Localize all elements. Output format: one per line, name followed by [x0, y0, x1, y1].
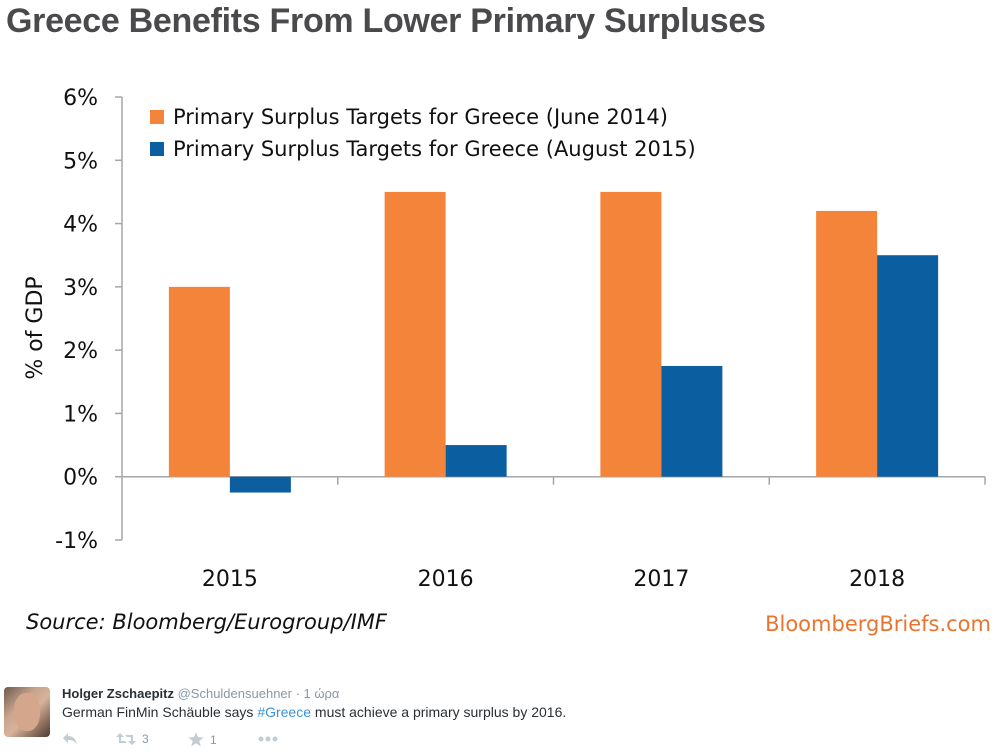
bar-august-2015-2017[interactable]	[661, 365, 723, 477]
category-labels: 2015 2016 2017 2018	[202, 567, 905, 592]
reply-icon	[63, 733, 77, 745]
reply-button[interactable]	[62, 732, 78, 746]
x-tick-label: 2015	[202, 567, 258, 592]
y-tick-label: -1%	[55, 529, 98, 554]
bar-june-2014-2015[interactable]	[168, 286, 230, 477]
author-name[interactable]: Holger Zschaepitz	[62, 686, 174, 701]
y-tick-label: 0%	[63, 466, 98, 491]
y-tick-label: 2%	[63, 339, 98, 364]
bar-august-2015-2016[interactable]	[445, 445, 507, 477]
x-tick-label: 2017	[633, 567, 689, 592]
y-axis-label: % of GDP	[23, 276, 48, 379]
y-tick-label: 6%	[63, 86, 98, 111]
chart-title: Greece Benefits From Lower Primary Surpl…	[6, 2, 766, 40]
retweet-button[interactable]: 3	[116, 732, 149, 746]
bar-chart: -1% 0% 1% 2% 3% 4% 5% 6% 2015 2016 2017 2018 % of …	[23, 86, 986, 592]
legend-label[interactable]: Primary Surplus Targets for Greece (Augu…	[173, 137, 696, 161]
tweet-time[interactable]: · 1 ώρα	[295, 686, 340, 701]
legend-swatch[interactable]	[150, 110, 164, 124]
source-note: Source: Bloomberg/Eurogroup/IMF	[26, 610, 387, 634]
author-handle[interactable]: @Schuldensuehner	[177, 686, 292, 701]
bar-june-2014-2017[interactable]	[600, 191, 662, 477]
avatar-face	[14, 693, 40, 731]
bar-august-2015-2018[interactable]	[877, 255, 939, 477]
tweet-text: German FinMin Schäuble says #Greece must…	[62, 704, 566, 720]
x-tick-label: 2018	[849, 567, 905, 592]
legend: Primary Surplus Targets for Greece (June…	[150, 105, 696, 161]
favorite-count: 1	[210, 732, 217, 747]
bar-june-2014-2018[interactable]	[816, 210, 878, 477]
bar-august-2015-2015[interactable]	[229, 476, 291, 493]
bars	[168, 191, 939, 493]
favorite-button[interactable]: 1	[188, 732, 217, 747]
retweet-count: 3	[142, 732, 149, 746]
tweet-header: Holger Zschaepitz @Schuldensuehner · 1 ώ…	[62, 686, 339, 701]
tweet: Holger Zschaepitz @Schuldensuehner · 1 ώ…	[0, 684, 999, 753]
brand-link[interactable]: BloombergBriefs.com	[765, 612, 991, 636]
y-axis: -1% 0% 1% 2% 3% 4% 5% 6%	[55, 86, 123, 554]
y-tick-label: 5%	[63, 149, 98, 174]
y-tick-label: 3%	[63, 276, 98, 301]
legend-swatch[interactable]	[150, 142, 164, 156]
x-tick-label: 2016	[418, 567, 474, 592]
star-icon	[188, 732, 204, 747]
retweet-icon	[116, 733, 136, 745]
avatar[interactable]	[4, 687, 50, 737]
bar-june-2014-2016[interactable]	[384, 191, 446, 477]
legend-label[interactable]: Primary Surplus Targets for Greece (June…	[173, 105, 668, 129]
y-tick-label: 4%	[63, 213, 98, 238]
tweet-text-after: must achieve a primary surplus by 2016.	[311, 704, 567, 720]
hashtag-link[interactable]: #Greece	[257, 704, 312, 720]
y-tick-label: 1%	[63, 402, 98, 427]
tweet-text-before: German FinMin Schäuble says	[62, 704, 258, 720]
more-button[interactable]	[258, 736, 278, 742]
more-dots-icon	[258, 736, 278, 742]
